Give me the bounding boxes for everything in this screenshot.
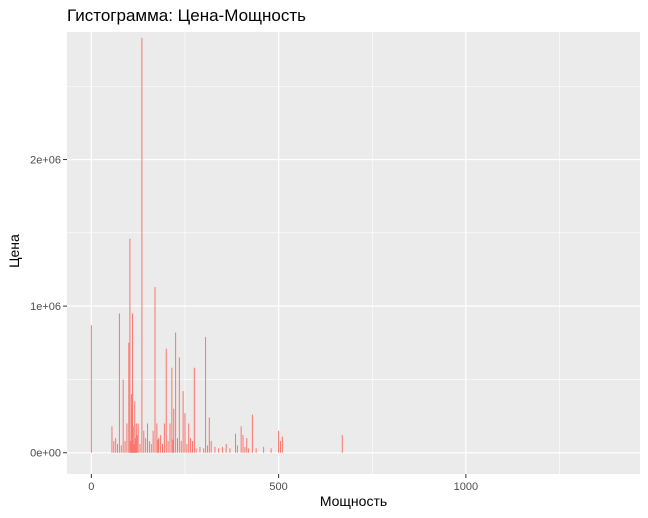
bar [163, 423, 165, 453]
bar [135, 423, 137, 453]
bar [143, 430, 145, 453]
bar [126, 423, 128, 453]
bar [130, 441, 132, 453]
bar [150, 443, 152, 453]
bar [167, 441, 169, 453]
bar [206, 445, 208, 453]
bar [158, 438, 160, 453]
bar [136, 435, 138, 453]
bar [145, 438, 147, 453]
bar [244, 446, 246, 453]
bar [205, 336, 207, 453]
bar [128, 342, 130, 453]
bar [191, 441, 193, 453]
bar [182, 391, 184, 453]
x-tick-label: 1000 [454, 481, 478, 493]
bar [141, 37, 143, 453]
chart-title: Гистограмма: Цена-Мощность [67, 6, 306, 25]
bar [172, 439, 174, 453]
bar [115, 438, 117, 453]
bar [176, 438, 178, 453]
bar [117, 443, 119, 453]
bar [210, 441, 212, 453]
bar [124, 441, 126, 453]
bar [221, 446, 223, 453]
bar [218, 448, 220, 453]
bar [169, 423, 171, 453]
bar [208, 417, 210, 453]
bar [188, 423, 190, 453]
bar [160, 435, 162, 453]
y-tick-label: 0e+00 [30, 448, 61, 460]
bar [134, 401, 136, 453]
bar [214, 446, 216, 453]
bar [118, 313, 120, 453]
bar [279, 441, 281, 453]
axes: 0 500 1000 0e+00 1e+06 2e+06 [30, 155, 478, 493]
bar [173, 408, 175, 453]
y-tick-label: 1e+06 [30, 301, 61, 313]
bar [229, 448, 231, 453]
bar [178, 357, 180, 453]
bar [180, 441, 182, 453]
bar [193, 367, 195, 453]
bar [199, 446, 201, 453]
bar [246, 438, 248, 453]
bar [111, 426, 113, 453]
bar [122, 379, 124, 453]
bar [162, 443, 163, 453]
bar [186, 443, 188, 453]
bar [255, 448, 257, 453]
bar [152, 430, 154, 453]
bar [90, 325, 92, 453]
bar [248, 448, 250, 453]
bar [156, 423, 158, 453]
x-axis-label: Мощность [319, 493, 388, 509]
minor-gridlines [67, 32, 640, 474]
bar [129, 238, 131, 453]
bar [190, 438, 192, 453]
bar [242, 435, 244, 453]
bar [184, 413, 186, 453]
bar [225, 443, 227, 453]
bar [132, 426, 134, 453]
bar [171, 367, 173, 453]
bar [281, 436, 283, 453]
bar [165, 348, 167, 453]
bar [251, 414, 253, 453]
bar [263, 446, 265, 453]
bar [147, 423, 149, 453]
panel-background [67, 32, 640, 474]
bar [157, 439, 159, 453]
bar [175, 332, 177, 453]
bar [135, 438, 137, 453]
bar [235, 433, 237, 453]
bar [240, 426, 242, 453]
bar [130, 394, 132, 453]
bar [132, 313, 134, 453]
bar [113, 441, 115, 453]
bar [278, 430, 280, 453]
bar [270, 448, 272, 453]
bar [341, 435, 343, 453]
bar [236, 445, 238, 453]
bar [137, 423, 139, 453]
y-tick-label: 2e+06 [30, 155, 61, 167]
bar [120, 445, 122, 453]
x-tick-label: 0 [88, 481, 94, 493]
bars [90, 37, 343, 453]
bar [154, 287, 156, 453]
x-tick-label: 500 [269, 481, 287, 493]
bar [148, 441, 150, 453]
bar [139, 443, 141, 453]
bar [203, 448, 205, 453]
bar [195, 448, 197, 453]
bar [133, 443, 135, 453]
